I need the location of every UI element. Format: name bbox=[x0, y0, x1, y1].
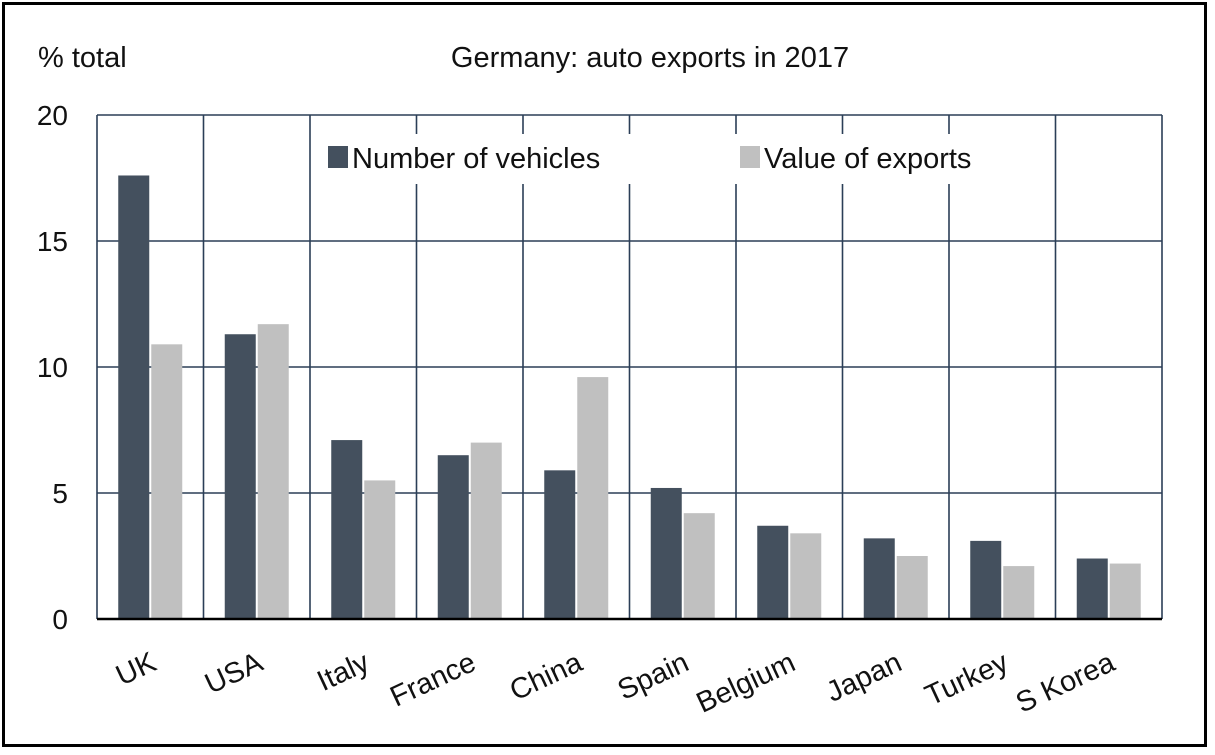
x-tick-label: USA bbox=[200, 646, 268, 700]
grid bbox=[96, 114, 1163, 619]
bar bbox=[224, 334, 256, 619]
bar bbox=[118, 175, 150, 620]
bar bbox=[1076, 558, 1108, 619]
bar bbox=[896, 556, 928, 619]
bar bbox=[151, 344, 183, 619]
bar bbox=[470, 442, 502, 619]
y-axis-label: % total bbox=[38, 42, 127, 74]
x-tick-label: Belgium bbox=[692, 646, 800, 719]
bar bbox=[1003, 566, 1035, 619]
legend-label: Number of vehicles bbox=[352, 143, 600, 175]
legend-background bbox=[312, 134, 1052, 184]
y-tick-label: 5 bbox=[52, 478, 68, 509]
bar bbox=[650, 487, 682, 619]
bar bbox=[577, 377, 609, 619]
legend-swatch bbox=[740, 146, 760, 168]
bars bbox=[118, 175, 1141, 620]
x-tick-label: Turkey bbox=[920, 646, 1013, 712]
y-tick-label: 15 bbox=[37, 226, 68, 257]
x-tick-label: Japan bbox=[822, 646, 907, 708]
x-tick-label: S Korea bbox=[1011, 646, 1120, 720]
legend-label: Value of exports bbox=[764, 143, 971, 175]
x-tick-label: Spain bbox=[613, 646, 694, 706]
legend: Number of vehicles Value of exports bbox=[312, 134, 1052, 184]
x-tick-label: Italy bbox=[312, 646, 374, 698]
x-tick-label: France bbox=[385, 646, 480, 713]
bar bbox=[1109, 563, 1141, 619]
bar bbox=[757, 525, 789, 619]
x-tick-label: China bbox=[505, 646, 588, 707]
y-tick-label: 10 bbox=[37, 352, 68, 383]
y-tick-label: 0 bbox=[52, 604, 68, 635]
bar bbox=[364, 480, 396, 619]
bar bbox=[331, 440, 363, 619]
bar bbox=[970, 540, 1002, 619]
x-tick-label: UK bbox=[111, 646, 162, 692]
legend-swatch bbox=[328, 146, 348, 168]
chart-title: Germany: auto exports in 2017 bbox=[451, 42, 849, 74]
bar bbox=[683, 513, 715, 619]
bar bbox=[437, 455, 469, 619]
bar bbox=[790, 533, 822, 619]
y-tick-label: 20 bbox=[37, 100, 68, 131]
bar bbox=[257, 324, 289, 619]
bar bbox=[863, 538, 895, 619]
bar bbox=[544, 470, 576, 619]
